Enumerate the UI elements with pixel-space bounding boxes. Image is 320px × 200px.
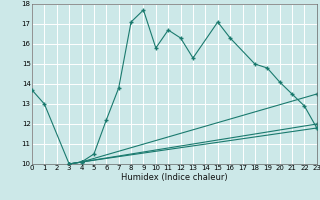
X-axis label: Humidex (Indice chaleur): Humidex (Indice chaleur) (121, 173, 228, 182)
